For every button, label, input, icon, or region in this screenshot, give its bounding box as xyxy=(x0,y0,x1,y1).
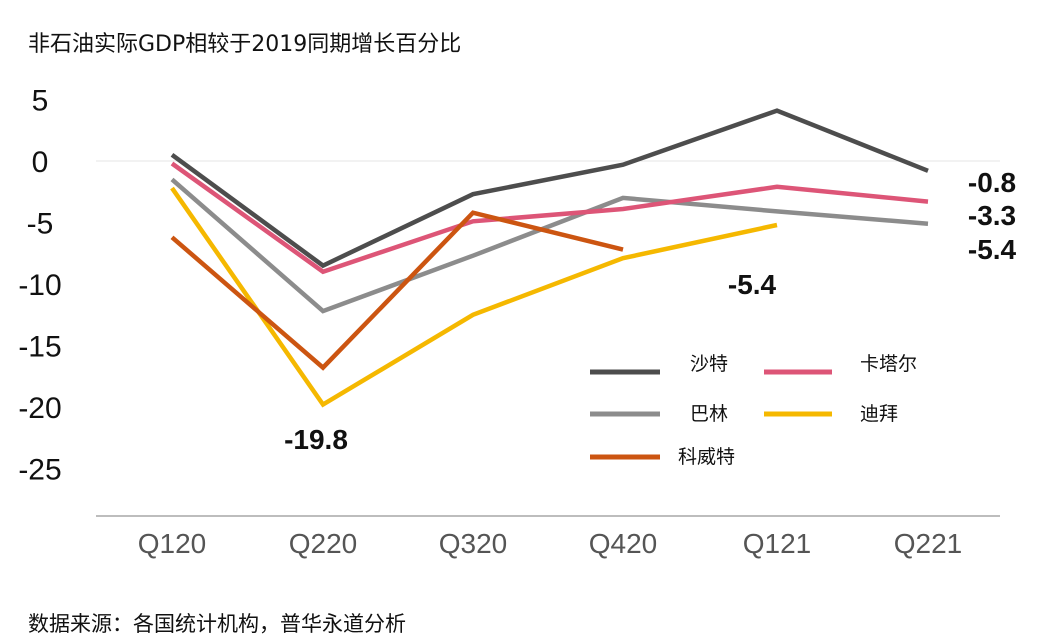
y-tick-label: -20 xyxy=(18,392,61,425)
chart-annotations: -0.8-3.3-5.4-5.4-19.8 xyxy=(284,167,1016,455)
legend-label: 科威特 xyxy=(678,446,735,468)
y-tick-label: -15 xyxy=(18,331,61,364)
x-tick-label: Q121 xyxy=(743,528,812,559)
legend-label: 沙特 xyxy=(690,353,728,375)
legend-label: 迪拜 xyxy=(860,403,898,425)
chart-axes: 5 0 -5 -10 -15 -20 -25 Q120 Q220 Q320 Q420 Q121 Q221 xyxy=(18,85,1000,559)
chart-series xyxy=(170,108,929,408)
chart-title: 非石油实际GDP相较于2019同期增长百分比 xyxy=(28,32,462,57)
data-label: -0.8 xyxy=(968,167,1016,198)
y-tick-label: 0 xyxy=(32,146,49,179)
data-label: -19.8 xyxy=(284,424,348,455)
series-line xyxy=(170,161,929,275)
legend-item: 迪拜 xyxy=(764,403,898,425)
legend-label: 巴林 xyxy=(690,403,728,425)
legend-label: 卡塔尔 xyxy=(860,353,917,375)
data-label: -5.4 xyxy=(968,234,1017,265)
x-tick-label: Q220 xyxy=(289,528,358,559)
x-tick-label: Q320 xyxy=(439,528,508,559)
data-label: -5.4 xyxy=(728,269,777,300)
legend-item: 科威特 xyxy=(590,446,735,468)
series-line xyxy=(170,108,929,269)
data-label: -3.3 xyxy=(968,200,1016,231)
x-tick-label: Q420 xyxy=(589,528,658,559)
legend-item: 沙特 xyxy=(590,353,728,375)
legend-item: 卡塔尔 xyxy=(764,353,917,375)
data-source-note: 数据来源：各国统计机构，普华永道分析 xyxy=(28,612,406,636)
y-tick-label: -25 xyxy=(18,454,61,487)
y-tick-label: -10 xyxy=(18,269,61,302)
series-line xyxy=(170,177,929,314)
legend-item: 巴林 xyxy=(590,403,728,425)
y-tick-label: 5 xyxy=(32,85,49,118)
y-tick-label: -5 xyxy=(27,208,54,241)
series-line xyxy=(170,186,778,408)
x-tick-label: Q120 xyxy=(138,528,207,559)
series-line xyxy=(170,210,624,371)
x-tick-label: Q221 xyxy=(894,528,963,559)
